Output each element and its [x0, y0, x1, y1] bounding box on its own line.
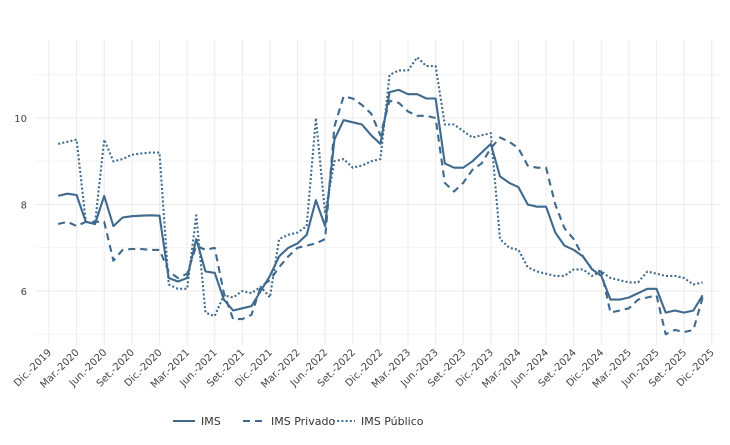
legend: IMS IMS Privado IMS Público [173, 415, 424, 428]
series-line-ims [57, 88, 704, 314]
legend-label: IMS Privado [271, 415, 335, 428]
y-tick-label: 10 [14, 114, 27, 125]
series-line-ims-publico [57, 56, 703, 318]
y-tick-label: 8 [21, 201, 27, 212]
horizontal-gridlines [35, 74, 720, 335]
legend-label: IMS Público [361, 415, 424, 428]
series-line-ims-privado [57, 95, 704, 336]
y-tick-label: 6 [21, 287, 27, 298]
vertical-gridlines [48, 40, 713, 345]
x-axis-tick-labels: Dic.-2019Mar.-2020Jun.-2020Set.-2020Dic.… [12, 347, 717, 390]
series-lines [57, 56, 704, 336]
y-axis-tick-labels: 6 8 10 [14, 114, 27, 298]
legend-label: IMS [201, 415, 221, 428]
